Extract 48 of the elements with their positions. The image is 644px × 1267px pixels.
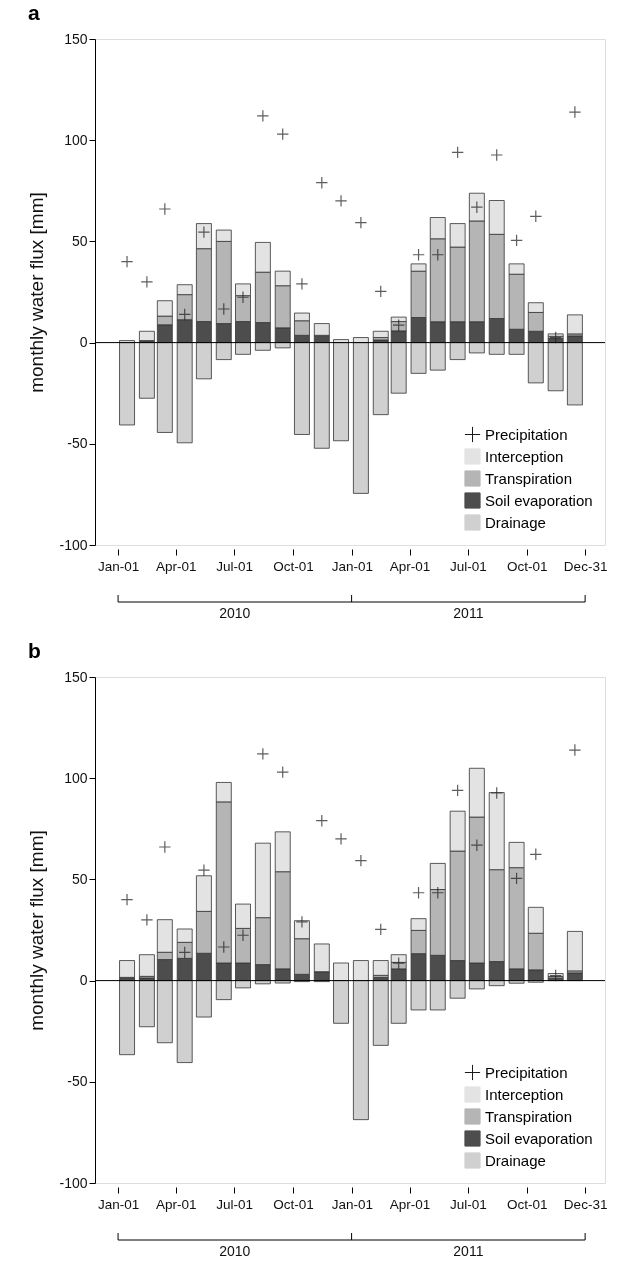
y-tick-label: -50: [67, 1073, 88, 1090]
x-tick-label: Jan-01: [331, 1196, 374, 1212]
y-tick-label: 150: [64, 668, 88, 685]
text: 2011: [453, 1243, 484, 1259]
x-tick-label: Apr-01: [155, 1196, 197, 1212]
text: 2010: [219, 605, 251, 621]
y-tick-label: 50: [71, 870, 88, 887]
legend-label: Interception: [485, 447, 564, 465]
legend-label: Interception: [485, 1085, 564, 1103]
x-tick-label: Oct-01: [273, 558, 314, 574]
legend-label: Drainage: [485, 1151, 546, 1169]
chart-title: a: [27, 1, 40, 24]
y-axis-title: monthly water flux [mm]: [26, 192, 48, 393]
x-tick-label: Jan-01: [331, 558, 374, 574]
text: 2011: [453, 605, 484, 621]
x-tick-label: Jan-01: [97, 1196, 140, 1212]
legend-label: Drainage: [485, 513, 546, 531]
y-tick-label: 50: [71, 232, 88, 249]
y-tick-label: 0: [79, 334, 88, 351]
y-tick-label: 100: [64, 769, 88, 786]
y-tick-label: -100: [59, 536, 88, 553]
x-tick-label: Apr-01: [389, 1196, 431, 1212]
x-tick-label: Jul-01: [450, 558, 487, 574]
x-tick-label: Jul-01: [216, 558, 253, 574]
chart-title: b: [27, 639, 41, 662]
x-tick-label: Oct-01: [273, 1196, 314, 1212]
x-tick-label: Apr-01: [389, 558, 431, 574]
x-tick-label: Apr-01: [155, 558, 197, 574]
legend-label: Precipitation: [485, 425, 568, 443]
legend-label: Soil evaporation: [485, 491, 593, 509]
y-tick-label: -50: [67, 435, 88, 452]
legend-label: Transpiration: [485, 469, 572, 487]
x-tick-label: Oct-01: [507, 1196, 548, 1212]
y-tick-label: 0: [79, 972, 88, 989]
text: 2010: [219, 1243, 251, 1259]
y-axis-title: monthly water flux [mm]: [26, 830, 48, 1031]
x-tick-label: Dec-31: [563, 558, 608, 574]
legend-label: Precipitation: [485, 1063, 568, 1081]
x-tick-label: Jul-01: [216, 1196, 253, 1212]
y-tick-label: -100: [59, 1174, 88, 1191]
y-tick-label: 100: [64, 131, 88, 148]
y-tick-label: 150: [64, 30, 88, 47]
legend-label: Transpiration: [485, 1107, 572, 1125]
x-tick-label: Jan-01: [97, 558, 140, 574]
x-tick-label: Dec-31: [563, 1196, 608, 1212]
x-tick-label: Jul-01: [450, 1196, 487, 1212]
legend-label: Soil evaporation: [485, 1129, 593, 1147]
x-tick-label: Oct-01: [507, 558, 548, 574]
